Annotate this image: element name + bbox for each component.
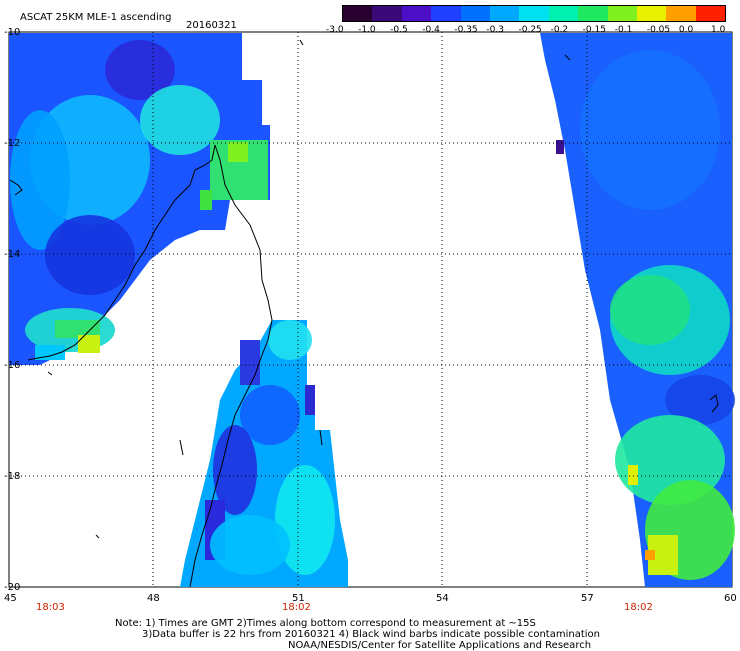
coastlines [9,39,719,588]
lat-lon-grid [9,32,732,587]
colorbar-label: -0.1 [614,25,633,35]
lon-label-48: 48 [147,593,160,604]
colorbar [342,5,726,22]
colorbar-label: -0.25 [518,25,542,35]
colorbar-swatch [607,6,637,21]
colorbar-labels: -3.0 -1.0 -0.5 -0.4 -0.35 -0.3 -0.25 -0.2 -0.15-… [326,25,740,37]
lat-label-10: -10 [4,27,21,38]
lon-label-60: 60 [724,593,737,604]
lon-label-51: 51 [292,593,305,604]
map-date: 20160321 [186,20,237,31]
map-title: ASCAT 25KM MLE-1 ascending [20,12,172,23]
colorbar-label: -0.4 [422,25,440,35]
colorbar-label: 1.0 [711,25,726,35]
colorbar-swatch [636,6,667,21]
lat-label-14: -14 [4,249,21,260]
note-line-2: 3)Data buffer is 22 hrs from 20160321 4)… [142,629,600,640]
lat-label-16: -16 [4,360,21,371]
colorbar-swatch [401,6,432,21]
colorbar-label: -0.35 [454,25,478,35]
colorbar-label: -0.05 [646,25,671,35]
lon-label-57: 57 [581,593,594,604]
time-label-right: 18:02 [624,602,653,613]
colorbar-label: -0.5 [390,25,408,35]
colorbar-swatch [343,6,373,21]
lat-label-18: -18 [4,471,21,482]
colorbar-label: -3.0 [326,25,344,35]
lat-label-12: -12 [4,138,21,149]
colorbar-swatch [460,6,490,21]
colorbar-swatch [489,6,520,21]
colorbar-label: -1.0 [358,25,376,35]
colorbar-swatch [519,6,549,21]
lon-label-45: 45 [4,593,17,604]
colorbar-label: -0.2 [550,25,569,35]
colorbar-swatch [548,6,579,21]
colorbar-swatch [578,6,608,21]
note-line-1: Note: 1) Times are GMT 2)Times along bot… [115,618,536,629]
lon-label-54: 54 [436,593,449,604]
colorbar-swatches [343,6,726,21]
colorbar-label: 0.0 [678,25,694,35]
right-swath [540,33,735,587]
colorbar-swatch [666,6,696,21]
colorbar-swatch [695,6,726,21]
left-swath [9,33,270,365]
time-label-left: 18:03 [36,602,65,613]
lat-label-20: -20 [4,582,21,593]
colorbar-swatch [431,6,461,21]
time-label-middle: 18:02 [282,602,311,613]
colorbar-label: -0.15 [582,25,606,35]
middle-swath [180,320,348,587]
colorbar-swatch [372,6,402,21]
colorbar-label: -0.3 [486,25,504,35]
note-line-3: NOAA/NESDIS/Center for Satellite Applica… [288,640,592,651]
